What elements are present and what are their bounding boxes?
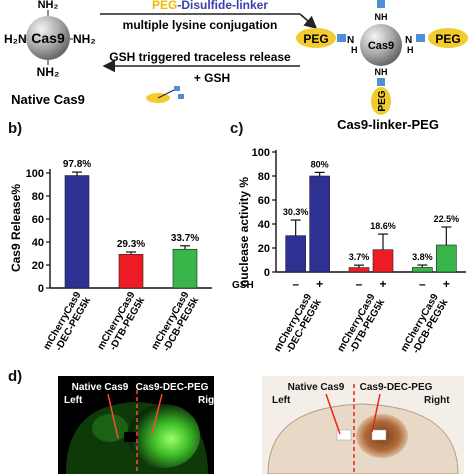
- native-right-amine: NH₂: [73, 32, 96, 46]
- right-h-label: H: [407, 45, 414, 55]
- panel-c-data-label: 3.8%: [412, 252, 433, 262]
- panel-c-gsh-state: +: [316, 277, 323, 291]
- panel-b-ytick-label: 40: [32, 237, 44, 249]
- reverse-arrow-label: GSH triggered traceless release: [109, 50, 291, 64]
- panel-c-gsh-state: –: [292, 277, 299, 291]
- peg-right-label: PEG: [435, 32, 460, 46]
- reverse-arrow-sublabel: + GSH: [194, 71, 230, 85]
- panel-b-letter: b): [8, 120, 23, 137]
- panel-c-ytick-label: 60: [258, 195, 270, 207]
- panel-b-category-label: mCherryCas9-DTB-PEG5k: [96, 290, 148, 358]
- arrow-label-linker: -Disulfide-linker: [177, 0, 268, 12]
- panel-c-gsh-state: –: [419, 277, 426, 291]
- panel-c-letter: c): [230, 120, 244, 137]
- native-cas9-center: Cas9: [31, 30, 65, 46]
- panel-c-bar: [348, 267, 370, 273]
- panel-b-bar: [172, 248, 198, 289]
- native-top-amine: NH₂: [38, 0, 59, 11]
- histology-native-label: Native Cas9: [288, 382, 345, 393]
- panel-c-gsh-state: +: [379, 277, 386, 291]
- conjugate-cas9-center: Cas9: [368, 40, 394, 52]
- panel-b-chart: Cas9 Release% 0 20 40 60 80 100 97.8% 29.3% 33.…: [9, 159, 212, 358]
- fluorescence-left-label: Left: [64, 395, 83, 406]
- forward-arrow-sublabel: multiple lysine conjugation: [123, 18, 278, 32]
- peg-left-label: PEG: [303, 32, 328, 46]
- panel-d-images: Left Right Native Cas9 Cas9-DEC-PEG Left…: [58, 376, 464, 474]
- native-left-amine: H₂N: [4, 32, 27, 46]
- panel-b-data-label: 97.8%: [63, 159, 91, 170]
- panel-d-letter: d): [8, 368, 23, 385]
- left-h-label: H: [351, 45, 358, 55]
- histology-cas9dec-label: Cas9-DEC-PEG: [360, 382, 433, 393]
- panel-b-ytick-label: 20: [32, 260, 44, 272]
- panel-c-data-label: 22.5%: [434, 214, 460, 224]
- histology-left-label: Left: [272, 395, 291, 406]
- linker-top: [377, 0, 385, 8]
- panel-c-data-label: 18.6%: [370, 221, 396, 231]
- left-n-label: N: [347, 35, 354, 46]
- conjugate-caption: Cas9-linker-PEG: [337, 117, 439, 132]
- scheme-diagram: Cas9 NH₂ H₂N NH₂ NH₂ Native Cas9 PEG-Dis…: [4, 0, 468, 132]
- native-bottom-amine: NH₂: [37, 65, 60, 79]
- panel-c-gsh-label: GSH: [232, 280, 254, 291]
- right-n-label: N: [405, 35, 412, 46]
- panel-c-ytick-label: 0: [264, 267, 270, 279]
- panel-c-data-label: 3.7%: [349, 252, 370, 262]
- panel-b-category-label: mCherryCas9-DCB-PEG5k: [150, 290, 202, 358]
- panel-c-ytick-label: 100: [252, 147, 270, 159]
- panel-c-category-label: mCherryCas9-DTB-PEG5k: [336, 292, 388, 360]
- panel-c-ylabel: nuclease activity %: [237, 177, 251, 287]
- panel-c-bar: [372, 249, 394, 273]
- panel-b-ytick-label: 100: [26, 168, 44, 180]
- fluorescence-cas9dec-label: Cas9-DEC-PEG: [136, 382, 209, 393]
- panel-c-data-label: 80%: [311, 159, 329, 169]
- linker-bottom: [377, 78, 385, 86]
- panel-c-bar: [285, 235, 306, 273]
- peg-bottom: [371, 87, 391, 115]
- panel-c-category-label: mCherryCas9-DEC-PEG5k: [272, 292, 324, 360]
- panel-c-category-label: mCherryCas9-DCB-PEG5k: [399, 292, 451, 360]
- top-nh-label: NH: [375, 12, 388, 22]
- panel-b-category-label: mCherryCas9-DEC-PEG5k: [42, 290, 94, 358]
- arrow-label-peg: PEG: [152, 0, 177, 12]
- fluorescence-native-label: Native Cas9: [72, 382, 129, 393]
- panel-b-bar: [118, 254, 144, 289]
- native-cas9-caption: Native Cas9: [11, 92, 85, 107]
- panel-b-ytick-label: 60: [32, 214, 44, 226]
- bottom-nh-label: NH: [375, 67, 388, 77]
- panel-c-ytick-label: 20: [258, 243, 270, 255]
- panel-c-ytick-label: 80: [258, 171, 270, 183]
- histology-right-label: Right: [424, 395, 450, 406]
- fluorescence-right-signal: [128, 404, 200, 468]
- panel-c-data-label: 30.3%: [283, 207, 309, 217]
- peg-right: [428, 28, 468, 48]
- linker-right: [416, 34, 425, 42]
- released-linker-small: [174, 86, 180, 91]
- conjugate-cas9-sphere: [360, 24, 402, 66]
- released-linker-small-2: [178, 94, 184, 99]
- panel-b-ytick-label: 0: [38, 283, 44, 295]
- panel-b-ylabel: Cas9 Release%: [9, 184, 23, 272]
- linker-left: [337, 34, 346, 42]
- svg-text:PEG-Disulfide-linker: PEG-Disulfide-linker: [152, 0, 268, 12]
- peg-left: [296, 28, 336, 48]
- panel-b-bar: [64, 175, 90, 289]
- fluorescence-right-label: Right: [198, 395, 224, 406]
- native-cas9-sphere: [26, 16, 70, 60]
- forward-arrow-head: [299, 13, 318, 30]
- peg-bottom-label: PEG: [377, 90, 388, 111]
- panel-c-bar: [412, 267, 433, 273]
- panel-c-ytick-label: 40: [258, 219, 270, 231]
- panel-b-data-label: 29.3%: [117, 239, 145, 250]
- panel-c-bar: [436, 244, 457, 273]
- panel-c-gsh-state: +: [443, 277, 450, 291]
- panel-c-chart: nuclease activity % 0 20 40 60 80 100 30.3% 80…: [232, 147, 466, 360]
- panel-b-ytick-label: 80: [32, 191, 44, 203]
- panel-b-data-label: 33.7%: [171, 233, 199, 244]
- panel-c-bar: [309, 175, 330, 273]
- panel-c-gsh-state: –: [356, 277, 363, 291]
